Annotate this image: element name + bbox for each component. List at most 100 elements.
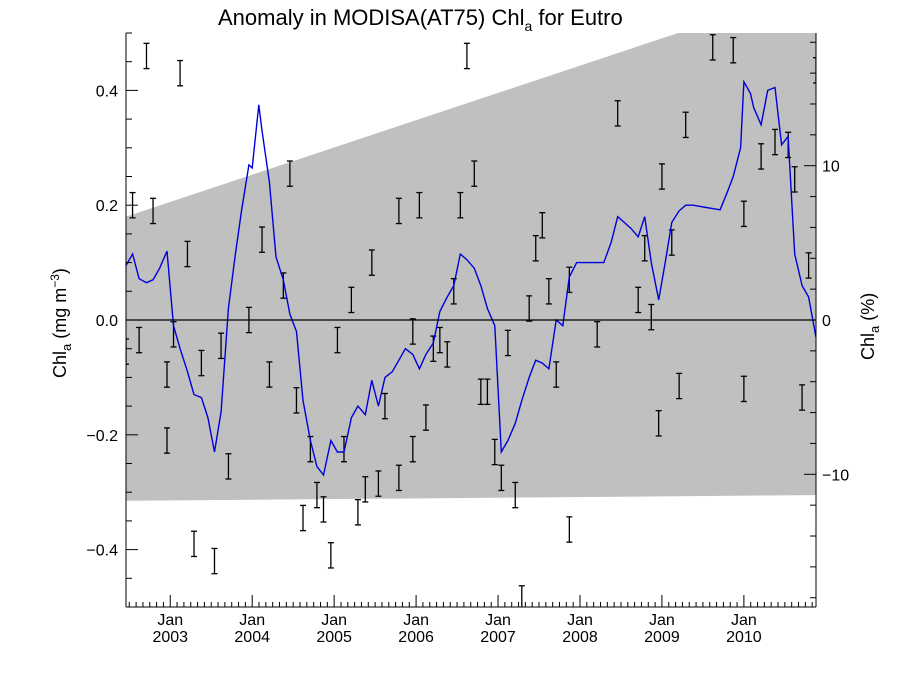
x-tick-label-year: 2004 [234,629,270,646]
x-tick-label-month: Jan [157,612,183,629]
x-tick-label-month: Jan [649,612,675,629]
data-point [805,252,812,279]
data-point [457,191,464,219]
data-point [648,303,655,331]
data-point [313,481,320,509]
data-point [381,392,388,420]
title-subscript: a [524,18,532,34]
data-point [740,200,747,228]
data-point [395,197,402,225]
data-point [491,438,498,466]
data-point [348,286,355,314]
data-point [225,453,232,480]
data-point [293,387,300,414]
data-point [740,375,747,403]
x-tick-label-month: Jan [239,612,265,629]
y-tick-label: 0.4 [96,83,118,100]
x-tick-label-year: 2006 [398,629,434,646]
data-point [676,372,683,400]
series-line-layer [126,79,816,477]
y-tick-label: 0.0 [96,313,118,330]
ylabel-rest: (mg m [50,288,70,344]
data-point [163,361,170,388]
data-point [655,410,662,437]
ylabel-end: ) [50,268,70,274]
data-point [813,57,816,84]
data-point [668,229,675,256]
data-point [320,496,327,523]
data-point [614,100,621,127]
x-tick-label-year: 2008 [562,629,598,646]
x-tick-label-year: 2007 [480,629,516,646]
data-point [463,42,470,70]
y2-axis-title: Chla (%) [858,293,882,360]
data-point [444,341,451,368]
x-tick-label-month: Jan [321,612,347,629]
data-point [498,464,505,492]
data-point [126,338,129,365]
data-points-layer [126,34,816,607]
data-point [594,321,601,348]
x-tick-label-year: 2009 [644,629,680,646]
data-point [709,34,716,61]
data-point [526,295,533,322]
data-point [532,234,539,262]
x-tick-label-year: 2005 [316,629,352,646]
data-point [658,163,665,190]
data-point [436,326,443,354]
data-point [375,470,382,497]
data-point [791,166,798,193]
data-point [354,499,361,526]
y2-tick-label: 0 [822,313,831,330]
data-point [191,530,198,558]
x-tick-label-month: Jan [403,612,429,629]
x-tick-label-year: 2003 [152,629,188,646]
x-tick-label-month: Jan [567,612,593,629]
y2label-sub: a [867,325,882,333]
data-point [553,361,560,388]
ylabel-sup: −3 [48,274,62,288]
data-point [504,329,511,357]
data-point [539,212,546,239]
data-point [484,378,491,406]
data-point [477,378,484,406]
data-point [334,326,341,354]
x-tick-label-month: Jan [485,612,511,629]
y-tick-label: −0.4 [86,543,118,560]
data-point [566,516,573,543]
x-tick-label-month: Jan [731,612,757,629]
chart-title: Anomaly in MODISA(AT75) Chla for Eutro [218,5,623,34]
data-point [422,404,429,431]
data-point [730,36,737,64]
title-rest: for Eutro [532,5,622,30]
y2-tick-label: 10 [822,159,840,176]
data-point [635,286,642,314]
data-point [327,542,334,569]
data-point [471,160,478,187]
y-tick-label: 0.2 [96,198,118,215]
data-point [395,464,402,492]
data-point [198,349,205,377]
data-point [409,318,416,345]
data-point [184,240,191,268]
data-point [368,249,375,276]
data-point [682,111,689,139]
data-point [163,427,170,454]
y2label-rest: (%) [858,293,878,326]
series-line [126,79,816,477]
title-main: Anomaly in MODISA(AT75) Chl [218,5,524,30]
data-point [286,160,293,187]
uncertainty-band-layer [126,33,816,501]
data-point [512,481,519,509]
data-point [416,191,423,219]
data-point [300,504,307,532]
data-point [218,332,225,360]
y2label-main: Chl [858,333,878,360]
data-point [799,384,806,411]
data-point [266,361,273,388]
data-point [143,42,150,70]
y-tick-label: −0.2 [86,428,118,445]
x-tick-label-year: 2010 [726,629,762,646]
